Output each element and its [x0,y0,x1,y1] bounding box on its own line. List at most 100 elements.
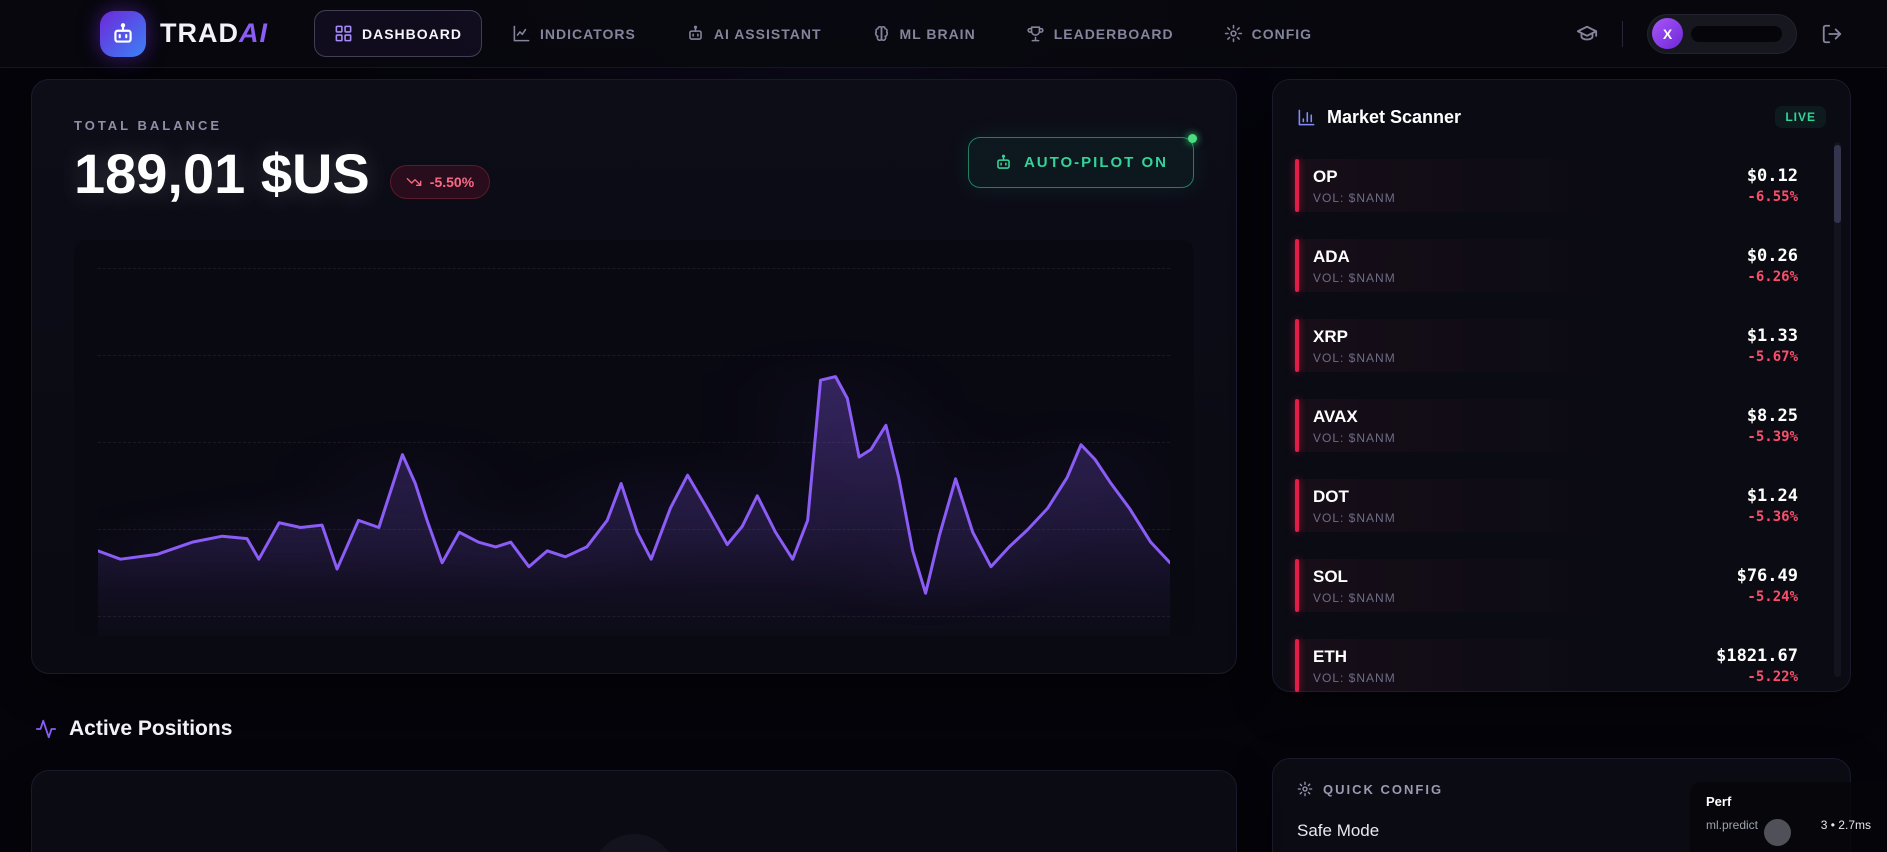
chart-area [98,376,1170,636]
nav-item-dashboard[interactable]: DASHBOARD [314,10,482,57]
auto-pilot-toggle-button[interactable]: AUTO-PILOT ON [967,133,1197,188]
balance-change-badge: -5.50% [389,164,491,199]
chart-line [98,377,1170,594]
nav-item-indicators[interactable]: INDICATORS [492,10,656,57]
market-row-eth[interactable]: ETH VOL: $NANM $1821.67 -5.22% [1295,639,1828,692]
asset-symbol: XRP [1313,326,1348,346]
line-chart-icon [512,24,531,43]
nav-label: AI ASSISTANT [713,25,822,42]
nav-item-leaderboard[interactable]: LEADERBOARD [1006,10,1194,57]
activity-icon [35,718,57,740]
row-accent-bar [1295,559,1299,612]
brand-logo[interactable] [100,10,146,57]
trophy-icon [1026,24,1045,43]
live-badge: LIVE [1775,106,1826,128]
asset-change: -6.26% [1747,269,1798,285]
market-scanner-card: Market Scanner LIVE OP VOL: $NANM $0.12 … [1272,79,1851,692]
asset-price: $8.25 [1746,406,1798,426]
asset-price: $1.33 [1746,326,1798,346]
nav-label: INDICATORS [540,25,636,42]
balance-card: TOTAL BALANCE 189,01 $US -5.50% [31,79,1237,674]
robot-logo-icon [110,21,136,47]
brain-icon [872,24,891,43]
perf-metric-value: 3 • 2.7ms [1820,818,1871,832]
market-row-sol[interactable]: SOL VOL: $NANM $76.49 -5.24% [1295,559,1828,612]
scanner-title: Market Scanner [1327,106,1462,127]
nav-item-config[interactable]: CONFIG [1204,10,1332,57]
perf-metric-name: ml.predict [1706,818,1759,832]
row-accent-bar [1295,639,1299,692]
gear-icon [1297,781,1313,797]
perf-overlay: Perf ml.predict 3 • 2.7ms [1690,782,1887,852]
asset-symbol: DOT [1313,486,1349,506]
asset-price: $1821.67 [1716,646,1798,666]
asset-volume: VOL: $NANM [1313,670,1396,685]
market-row-ada[interactable]: ADA VOL: $NANM $0.26 -6.26% [1295,239,1828,292]
asset-volume: VOL: $NANM [1313,590,1396,605]
bar-chart-icon [1297,108,1316,127]
brand-name-second: AI [239,18,268,48]
asset-volume: VOL: $NANM [1313,510,1396,525]
main-nav: DASHBOARD INDICATORS AI ASSISTANT ML BRA… [314,10,1332,57]
asset-symbol: ADA [1313,246,1350,266]
balance-label: TOTAL BALANCE [74,118,223,133]
asset-volume: VOL: $NANM [1313,190,1396,205]
asset-price: $1.24 [1746,486,1798,506]
asset-volume: VOL: $NANM [1313,270,1396,285]
active-positions-card [31,770,1237,852]
nav-label: CONFIG [1251,25,1313,42]
asset-volume: VOL: $NANM [1313,350,1396,365]
quick-config-title: QUICK CONFIG [1323,781,1444,797]
brand-name: TRADAI [160,18,268,49]
market-row-op[interactable]: OP VOL: $NANM $0.12 -6.55% [1295,159,1828,212]
balance-block: TOTAL BALANCE 189,01 $US -5.50% [74,118,491,206]
asset-symbol: SOL [1313,566,1348,586]
user-avatar: X [1652,18,1683,49]
top-nav-bar: TRADAI DASHBOARD INDICATORS AI ASSISTANT… [0,0,1887,68]
bot-icon [686,24,705,43]
nav-item-ml-brain[interactable]: ML BRAIN [852,10,996,57]
asset-change: -5.39% [1747,429,1798,445]
chart-svg [98,240,1170,636]
scanner-scrollbar-track[interactable] [1834,142,1841,677]
row-accent-bar [1295,479,1299,532]
row-accent-bar [1295,319,1299,372]
asset-change: -5.67% [1747,349,1798,365]
logout-icon[interactable] [1821,23,1843,45]
asset-change: -5.24% [1747,589,1798,605]
asset-symbol: AVAX [1313,406,1358,426]
asset-symbol: OP [1313,166,1338,186]
balance-chart [74,240,1194,636]
autopilot-status-dot [1188,133,1197,143]
row-accent-bar [1295,159,1299,212]
asset-symbol: ETH [1313,646,1347,666]
market-row-dot[interactable]: DOT VOL: $NANM $1.24 -5.36% [1295,479,1828,532]
top-right-controls: X [1576,13,1843,54]
section-title: Active Positions [69,717,233,740]
total-balance-value: 189,01 $US [74,142,370,205]
config-item-safe-mode[interactable]: Safe Mode [1297,821,1380,840]
graduation-cap-icon[interactable] [1576,23,1598,45]
asset-volume: VOL: $NANM [1313,430,1396,445]
autopilot-label: AUTO-PILOT ON [1023,153,1168,171]
gear-icon [1224,24,1243,43]
nav-label: DASHBOARD [362,25,462,42]
main-content: TOTAL BALANCE 189,01 $US -5.50% [0,68,1887,852]
right-column: Market Scanner LIVE OP VOL: $NANM $0.12 … [1272,79,1851,852]
user-name-hidden [1691,25,1782,42]
market-row-avax[interactable]: AVAX VOL: $NANM $8.25 -5.39% [1295,399,1828,452]
perf-title: Perf [1706,794,1732,809]
asset-price: $0.12 [1746,166,1798,186]
asset-change: -6.55% [1747,189,1798,205]
nav-item-ai-assistant[interactable]: AI ASSISTANT [666,10,842,57]
asset-change: -5.22% [1747,669,1798,685]
user-pill[interactable]: X [1647,13,1797,54]
scanner-scrollbar-thumb[interactable] [1834,145,1841,223]
market-row-xrp[interactable]: XRP VOL: $NANM $1.33 -5.67% [1295,319,1828,372]
floating-button[interactable] [1764,819,1791,846]
brand-name-first: TRAD [160,18,239,48]
asset-change: -5.36% [1747,509,1798,525]
active-positions-header: Active Positions [35,714,1237,744]
row-accent-bar [1295,399,1299,452]
left-column: TOTAL BALANCE 189,01 $US -5.50% [31,79,1237,852]
